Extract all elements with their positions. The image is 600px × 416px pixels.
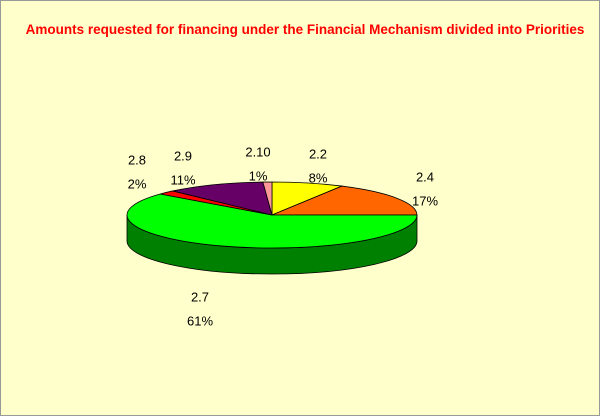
slice-value-label: 8% (309, 170, 328, 185)
slice-value-label: 61% (187, 313, 213, 328)
slice-label: 2.2 (309, 146, 327, 161)
pie-slice (262, 181, 273, 216)
slice-label: 2.7 (191, 289, 209, 304)
slice-label: 2.8 (128, 152, 146, 167)
slice-label: 2.9 (174, 148, 192, 163)
slice-value-label: 11% (170, 172, 195, 187)
slice-value-label: 1% (249, 168, 268, 183)
chart-title: Amounts requested for financing under th… (25, 22, 585, 37)
pie-slice (271, 185, 418, 216)
slice-value-label: 2% (128, 176, 147, 191)
pie-slice (172, 181, 273, 216)
pie-slice (126, 193, 418, 249)
slice-label: 2.10 (245, 144, 270, 159)
slice-label: 2.4 (416, 169, 434, 184)
slice-value-label: 17% (412, 193, 438, 208)
